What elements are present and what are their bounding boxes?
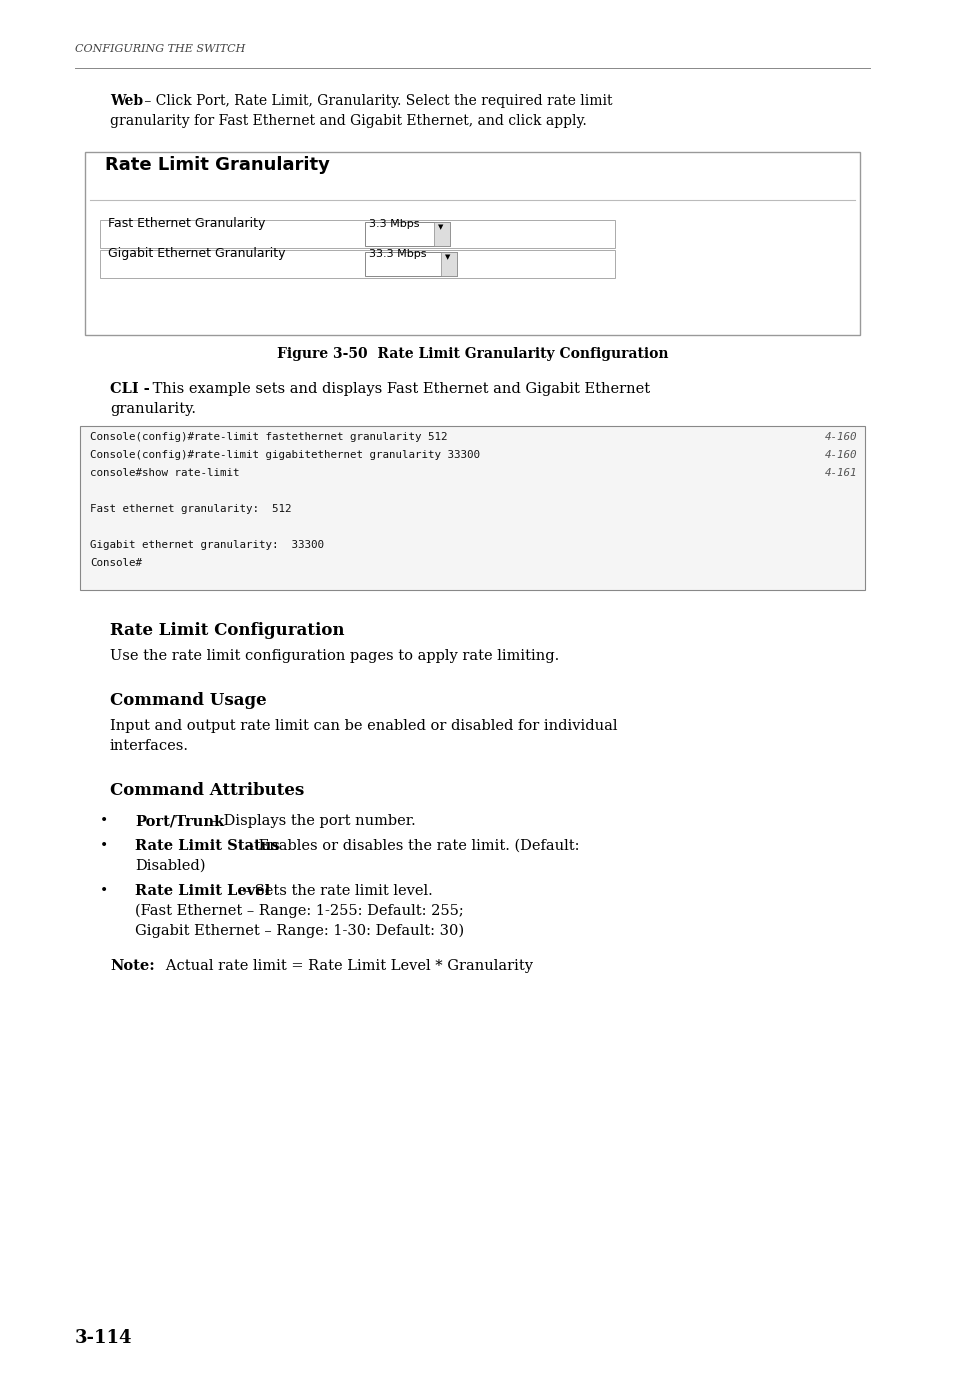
Text: Console(config)#rate-limit fastethernet granularity 512: Console(config)#rate-limit fastethernet … <box>90 432 447 441</box>
Text: granularity.: granularity. <box>110 403 195 416</box>
Text: •: • <box>100 884 108 898</box>
Text: This example sets and displays Fast Ethernet and Gigabit Ethernet: This example sets and displays Fast Ethe… <box>148 382 649 396</box>
Text: Rate Limit Configuration: Rate Limit Configuration <box>110 622 344 638</box>
Text: •: • <box>100 838 108 854</box>
Text: 33.3 Mbps: 33.3 Mbps <box>369 248 426 260</box>
Text: Console#: Console# <box>90 558 142 568</box>
Text: Command Usage: Command Usage <box>110 693 266 709</box>
Bar <box>85 153 859 335</box>
Text: – Sets the rate limit level.: – Sets the rate limit level. <box>237 884 433 898</box>
Text: Disabled): Disabled) <box>135 859 205 873</box>
Text: Console(config)#rate-limit gigabitethernet granularity 33300: Console(config)#rate-limit gigabitethern… <box>90 450 479 459</box>
Text: interfaces.: interfaces. <box>110 738 189 754</box>
Text: Figure 3-50  Rate Limit Granularity Configuration: Figure 3-50 Rate Limit Granularity Confi… <box>276 347 667 361</box>
Text: Input and output rate limit can be enabled or disabled for individual: Input and output rate limit can be enabl… <box>110 719 617 733</box>
Text: 3-114: 3-114 <box>75 1328 132 1346</box>
Text: (Fast Ethernet – Range: 1-255: Default: 255;: (Fast Ethernet – Range: 1-255: Default: … <box>135 904 463 917</box>
Text: – Enables or disables the rate limit. (Default:: – Enables or disables the rate limit. (D… <box>242 838 578 854</box>
Text: 4-161: 4-161 <box>823 468 856 477</box>
Text: CLI -: CLI - <box>110 382 150 396</box>
Text: – Click Port, Rate Limit, Granularity. Select the required rate limit: – Click Port, Rate Limit, Granularity. S… <box>140 94 612 108</box>
Text: – Displays the port number.: – Displays the port number. <box>207 813 416 829</box>
Text: Rate Limit Status: Rate Limit Status <box>135 838 279 854</box>
Text: Use the rate limit configuration pages to apply rate limiting.: Use the rate limit configuration pages t… <box>110 650 558 663</box>
Text: Rate Limit Granularity: Rate Limit Granularity <box>105 155 330 174</box>
Bar <box>365 253 456 276</box>
Bar <box>100 221 615 248</box>
Text: Actual rate limit = Rate Limit Level * Granularity: Actual rate limit = Rate Limit Level * G… <box>152 959 533 973</box>
Text: Port/Trunk: Port/Trunk <box>135 813 224 829</box>
Text: ▼: ▼ <box>437 223 443 230</box>
Text: Fast ethernet granularity:  512: Fast ethernet granularity: 512 <box>90 504 292 514</box>
Text: CONFIGURING THE SWITCH: CONFIGURING THE SWITCH <box>75 44 245 54</box>
Bar <box>365 222 450 246</box>
Text: Note:: Note: <box>110 959 154 973</box>
Text: Gigabit Ethernet Granularity: Gigabit Ethernet Granularity <box>108 247 285 260</box>
Text: 4-160: 4-160 <box>823 432 856 441</box>
Text: Gigabit ethernet granularity:  33300: Gigabit ethernet granularity: 33300 <box>90 540 324 550</box>
Text: granularity for Fast Ethernet and Gigabit Ethernet, and click apply.: granularity for Fast Ethernet and Gigabi… <box>110 114 586 128</box>
Text: •: • <box>100 813 108 829</box>
Bar <box>440 253 456 276</box>
Text: ▼: ▼ <box>444 254 450 260</box>
Bar <box>100 250 615 278</box>
Bar <box>434 222 450 246</box>
Text: console#show rate-limit: console#show rate-limit <box>90 468 239 477</box>
Text: Rate Limit Level: Rate Limit Level <box>135 884 270 898</box>
Text: Gigabit Ethernet – Range: 1-30: Default: 30): Gigabit Ethernet – Range: 1-30: Default:… <box>135 923 464 938</box>
Text: Web: Web <box>110 94 143 108</box>
Bar <box>80 426 864 590</box>
Text: Command Attributes: Command Attributes <box>110 781 304 799</box>
Text: 3.3 Mbps: 3.3 Mbps <box>369 219 419 229</box>
Text: 4-160: 4-160 <box>823 450 856 459</box>
Text: Fast Ethernet Granularity: Fast Ethernet Granularity <box>108 217 265 230</box>
